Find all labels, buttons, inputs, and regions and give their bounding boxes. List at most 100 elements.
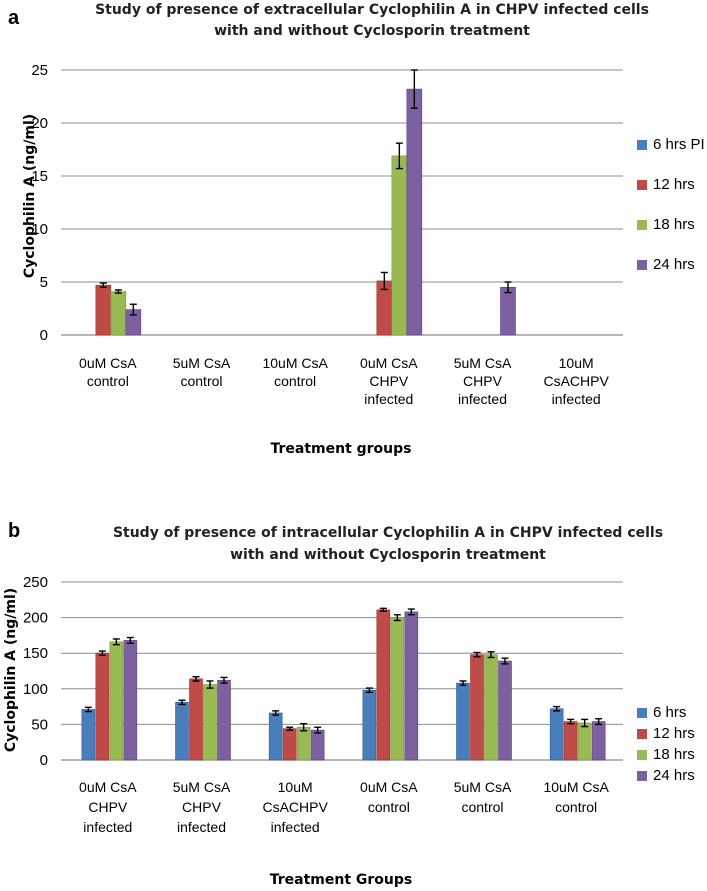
chart-a-legend-label: 18 hrs [653,216,695,233]
chart-b-bar [563,721,578,761]
chart-b-error-bar [206,680,214,689]
chart-b-error-bar [553,705,561,712]
chart-b-bar [376,609,391,761]
chart-a-legend-label: 24 hrs [653,256,695,273]
chart-a-y-tick-label: 10 [31,221,48,238]
chart-b-bar [282,728,297,761]
chart-a-x-tick-label: 0uM CsA CHPV infected [360,355,418,407]
chart-b-x-tick-label: 0uM CsA control [360,779,418,815]
chart-b-error-bar [407,608,415,616]
chart-b-bar [498,660,512,761]
chart-b-bar [362,689,377,761]
chart-b-error-bar [286,726,294,731]
chart-b-error-bar [192,675,200,682]
chart-b-error-bar [98,650,106,657]
chart-b-bar [203,684,217,761]
chart-a-bar [95,284,112,336]
chart-a-error-bar [395,142,403,170]
chart-a-y-tick-label: 5 [40,274,48,291]
chart-b-y-tick-label: 100 [23,681,48,698]
chart-a-y-tick-label: 0 [40,327,48,344]
panel-label-a: a [8,7,20,29]
chart-a-error-bar [114,289,122,294]
chart-b-error-bar [581,718,589,728]
chart-a-error-bar [504,281,512,294]
chart-a-legend-swatch [637,260,647,270]
chart-b-bar [456,682,470,761]
chart-b-error-bar [178,699,186,706]
chart-a-legend-label: 6 hrs PI [653,136,705,153]
chart-b-bar [175,702,189,761]
chart-b-legend-swatch [637,750,647,760]
chart-b-y-tick-label: 0 [40,752,48,769]
chart-b-error-bar [459,680,467,686]
chart-b-x-tick-label: 5uM CsA CHPV infected [173,779,231,835]
chart-b-bar [109,641,124,761]
chart-a-y-tick-label: 20 [31,115,48,132]
chart-a-error-bar [99,282,107,288]
chart-a-y-axis-title: Cyclophilin A (ng/ml) [22,114,38,278]
chart-b-x-axis-title: Treatment Groups [270,872,413,888]
chart-a-bar [391,155,408,336]
chart-b-title-line-1: Study of presence of intracellular Cyclo… [113,525,663,541]
chart-a-x-tick-label: 5uM CsA CHPV infected [454,355,512,407]
chart-a-legend-swatch [637,140,647,150]
chart-b-error-bar [126,636,134,644]
chart-a-bar [110,291,127,336]
chart-b-bar [591,721,606,761]
chart-b-bar [310,729,325,761]
chart-b-y-axis-title: Cyclophilin A (ng/ml) [3,588,19,752]
chart-b-legend-swatch [637,771,647,781]
chart-b-error-bar [314,726,322,734]
chart-b-bar [404,611,419,761]
chart-b-legend-label: 18 hrs [653,746,695,763]
chart-a-legend: 6 hrs PI 12 hrs 18 hrs 24 hrs [637,136,705,273]
chart-a-error-bar [129,303,137,316]
chart-a-legend-label: 12 hrs [653,176,695,193]
chart-b-error-bar [487,651,495,659]
chart-a-x-tick-label: 10uM CsACHPV infected [543,355,609,407]
chart-b-y-tick-label: 200 [23,610,48,627]
chart-b-error-bar [473,651,481,658]
chart-b-bar [390,617,405,761]
chart-b-x-tick-label: 10uM CsACHPV infected [262,779,328,835]
chart-b-error-bar [365,687,373,694]
chart-b-x-tick-label: 5uM CsA control [454,779,512,815]
chart-b-error-bar [272,710,280,716]
chart-b-bar [95,652,110,761]
chart-b-error-bar [84,706,92,713]
chart-b-bar [549,708,564,761]
chart-b-legend: 6 hrs 12 hrs 18 hrs 24 hrs [637,704,695,784]
chart-b-bar [268,712,283,761]
chart-b-error-bar [393,614,401,622]
panel-label-b: b [8,520,20,542]
chart-b-error-bar [220,676,228,684]
chart-a-x-axis-title: Treatment groups [270,441,411,457]
chart-b-bar [81,709,96,761]
chart-a-y-tick-label: 15 [31,168,48,185]
chart-b-y-tick-label: 50 [31,716,48,733]
chart-a-error-bar [410,69,418,109]
chart-b-title-line-2: with and without Cyclosporin treatment [230,547,546,563]
chart-b-y-tick-label: 250 [23,574,48,591]
chart-b-legend-label: 24 hrs [653,767,695,784]
chart-b-error-bar [595,718,603,726]
chart-a-x-tick-label: 5uM CsA control [173,355,231,389]
chart-a-legend-swatch [637,220,647,230]
chart-b-error-bar [379,607,387,612]
chart-b-bar [123,640,138,761]
chart-a-bar [500,286,516,336]
chart-b-y-tick-label: 150 [23,645,48,662]
chart-b-legend-label: 6 hrs [653,704,686,721]
chart-b-legend-swatch [637,729,647,739]
chart-a-bar [406,88,423,336]
chart-b-error-bar [112,638,120,646]
chart-b-bar [484,654,498,761]
chart-b-legend-label: 12 hrs [653,725,695,742]
chart-a-x-tick-label: 0uM CsA control [79,355,137,389]
chart-a-error-bar [380,271,388,291]
chart-b-bar [217,679,231,761]
chart-a-x-tick-label: 10uM CsA control [262,355,328,389]
chart-b-bar [296,726,311,761]
